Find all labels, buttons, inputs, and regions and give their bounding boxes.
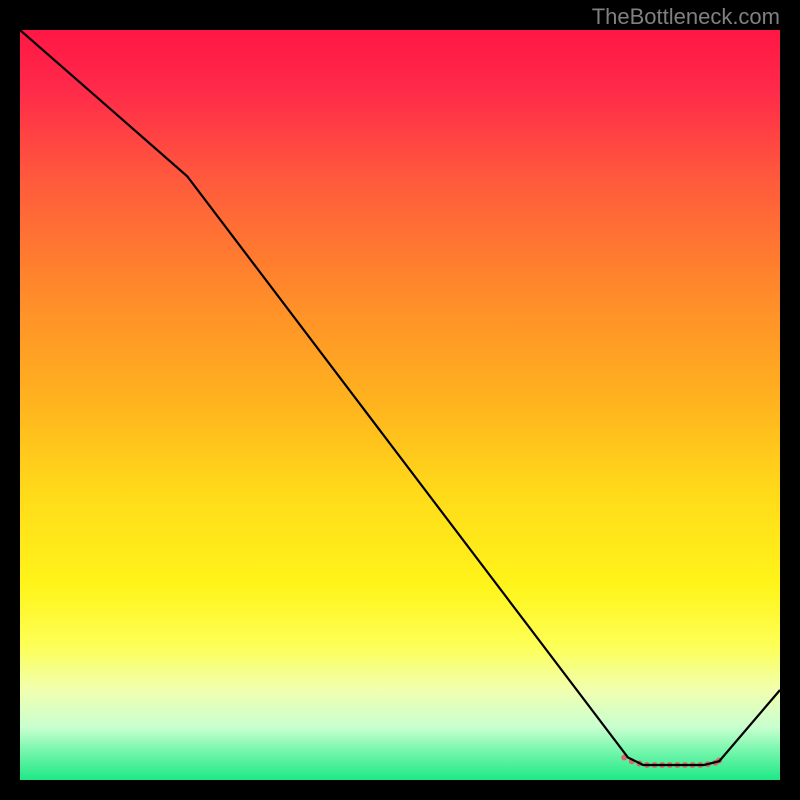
chart-gradient-background	[20, 30, 780, 780]
chart-area	[20, 30, 780, 780]
watermark-text: TheBottleneck.com	[592, 4, 780, 30]
